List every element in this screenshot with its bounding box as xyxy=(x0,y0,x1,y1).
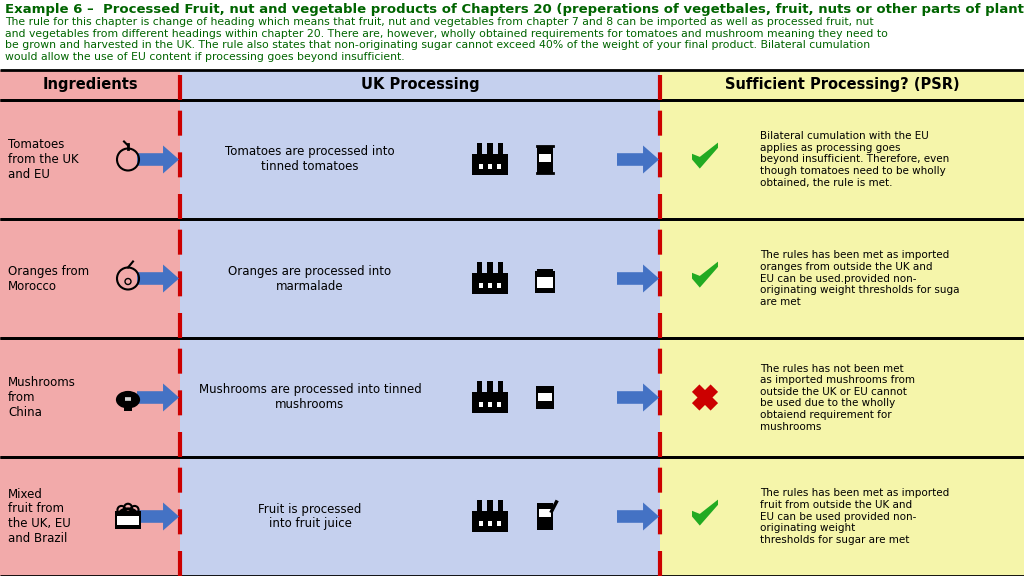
Text: Tomatoes are processed into
tinned tomatoes: Tomatoes are processed into tinned tomat… xyxy=(225,146,395,173)
Text: The rules has not been met
as imported mushrooms from
outside the UK or EU canno: The rules has not been met as imported m… xyxy=(760,363,915,431)
Bar xyxy=(0,338,180,457)
Bar xyxy=(487,164,493,169)
Polygon shape xyxy=(137,502,179,530)
Bar xyxy=(472,153,508,175)
Bar xyxy=(472,510,508,532)
Bar xyxy=(497,402,502,407)
Bar xyxy=(472,392,508,412)
Polygon shape xyxy=(137,384,179,411)
Bar xyxy=(498,381,503,392)
Polygon shape xyxy=(137,264,179,293)
Bar xyxy=(124,400,132,411)
Text: Mixed
fruit from
the UK, EU
and Brazil: Mixed fruit from the UK, EU and Brazil xyxy=(8,487,71,545)
Bar xyxy=(479,402,483,407)
Text: Tomatoes
from the UK
and EU: Tomatoes from the UK and EU xyxy=(8,138,79,181)
Text: Bilateral cumulation with the EU
applies as processing goes
beyond insufficient.: Bilateral cumulation with the EU applies… xyxy=(760,131,949,188)
Bar xyxy=(472,272,508,294)
Bar xyxy=(487,381,493,392)
Bar xyxy=(660,219,1024,338)
Bar xyxy=(487,143,493,153)
Bar xyxy=(118,516,138,525)
Text: The rule for this chapter is change of heading which means that fruit, nut and v: The rule for this chapter is change of h… xyxy=(5,17,888,62)
Polygon shape xyxy=(617,502,659,530)
Text: Ingredients: Ingredients xyxy=(42,78,138,93)
Bar xyxy=(479,164,483,169)
Bar xyxy=(497,521,502,526)
Polygon shape xyxy=(617,146,659,173)
Text: Fruit is processed
into fruit juice: Fruit is processed into fruit juice xyxy=(258,502,361,530)
Bar xyxy=(498,143,503,153)
Bar xyxy=(539,154,552,162)
Bar xyxy=(535,271,555,293)
Bar xyxy=(487,283,493,288)
Bar xyxy=(498,262,503,272)
Bar xyxy=(498,500,503,510)
Polygon shape xyxy=(692,143,718,169)
Text: Oranges from
Morocco: Oranges from Morocco xyxy=(8,264,89,293)
Text: The rules has been met as imported
oranges from outside the UK and
EU can be use: The rules has been met as imported orang… xyxy=(760,251,959,306)
Bar xyxy=(477,143,482,153)
Text: The rules has been met as imported
fruit from outside the UK and
EU can be used : The rules has been met as imported fruit… xyxy=(760,488,949,545)
Bar xyxy=(538,277,553,288)
Text: UK Processing: UK Processing xyxy=(360,78,479,93)
Polygon shape xyxy=(692,499,718,525)
Bar xyxy=(180,100,660,219)
Bar xyxy=(487,521,493,526)
Bar xyxy=(487,500,493,510)
Bar xyxy=(477,500,482,510)
Polygon shape xyxy=(617,264,659,293)
Bar xyxy=(0,70,180,100)
Bar xyxy=(660,457,1024,576)
Bar xyxy=(487,402,493,407)
Bar xyxy=(537,146,553,173)
Bar xyxy=(180,338,660,457)
Bar xyxy=(660,100,1024,219)
Text: Sufficient Processing? (PSR): Sufficient Processing? (PSR) xyxy=(725,78,959,93)
Bar xyxy=(497,164,502,169)
Text: Mushrooms
from
China: Mushrooms from China xyxy=(8,376,76,419)
Polygon shape xyxy=(137,146,179,173)
Bar xyxy=(180,457,660,576)
Bar xyxy=(479,521,483,526)
Bar xyxy=(497,283,502,288)
Bar xyxy=(0,100,180,219)
Bar xyxy=(539,509,551,517)
Polygon shape xyxy=(692,384,718,411)
Bar xyxy=(479,283,483,288)
Polygon shape xyxy=(617,384,659,411)
Bar xyxy=(0,219,180,338)
Bar xyxy=(487,262,493,272)
Bar xyxy=(180,70,660,100)
Bar xyxy=(536,386,554,409)
Bar xyxy=(477,381,482,392)
Bar xyxy=(477,262,482,272)
Text: Example 6 –  Processed Fruit, nut and vegetable products of Chapters 20 (prepera: Example 6 – Processed Fruit, nut and veg… xyxy=(5,3,1024,16)
Ellipse shape xyxy=(116,391,140,408)
Text: Mushrooms are processed into tinned
mushrooms: Mushrooms are processed into tinned mush… xyxy=(199,384,421,411)
Bar xyxy=(538,503,553,530)
Bar xyxy=(180,219,660,338)
Bar xyxy=(539,393,552,401)
Polygon shape xyxy=(692,384,718,411)
Polygon shape xyxy=(692,262,718,287)
Bar xyxy=(115,511,141,529)
Bar xyxy=(660,70,1024,100)
Bar xyxy=(660,338,1024,457)
Text: Oranges are processed into
marmalade: Oranges are processed into marmalade xyxy=(228,264,391,293)
Bar xyxy=(537,269,553,274)
Bar xyxy=(0,457,180,576)
